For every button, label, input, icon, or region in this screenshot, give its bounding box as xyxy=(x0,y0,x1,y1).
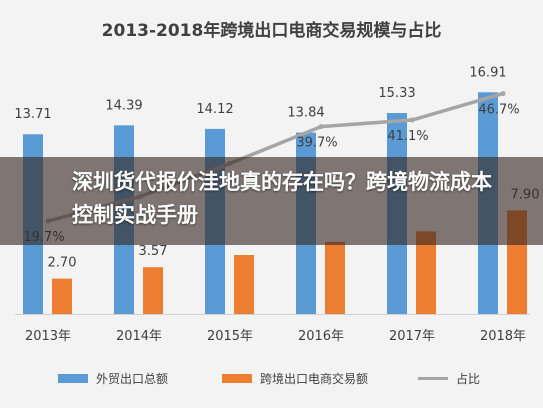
legend-label-export-total: 外贸出口总额 xyxy=(96,371,169,386)
point-share-2018 xyxy=(500,91,506,97)
bar-ecommerce-2014 xyxy=(143,267,163,314)
x-tick-label-2018: 2018年 xyxy=(480,329,526,344)
data-label-export-total-2017: 15.33 xyxy=(378,86,415,101)
legend-line-share xyxy=(418,376,448,380)
data-label-share-2018: 46.7% xyxy=(478,103,519,118)
point-share-2017 xyxy=(409,117,415,123)
legend-swatch-ecommerce xyxy=(222,373,252,383)
x-tick-label-2013: 2013年 xyxy=(25,329,71,344)
legend-item-export-total: 外贸出口总额 xyxy=(58,368,168,388)
data-label-share-2017: 41.1% xyxy=(387,129,428,144)
headline-text: 深圳货代报价洼地真的存在吗？跨境物流成本控制实战手册 xyxy=(72,170,492,227)
data-label-export-total-2015: 14.12 xyxy=(196,102,233,117)
data-label-export-total-2018: 16.91 xyxy=(469,65,506,80)
data-label-ecommerce-2014: 3.57 xyxy=(139,244,168,259)
bar-ecommerce-2017 xyxy=(416,231,436,314)
x-tick-label-2016: 2016年 xyxy=(298,329,344,344)
chart-legend: 外贸出口总额 跨境出口电商交易额 占比 xyxy=(0,368,543,388)
x-tick-label-2014: 2014年 xyxy=(116,329,162,344)
data-label-ecommerce-2013: 2.70 xyxy=(48,256,77,271)
data-label-share-2016: 39.7% xyxy=(296,136,337,151)
legend-swatch-export-total xyxy=(58,373,88,383)
bar-ecommerce-2013 xyxy=(52,278,72,314)
legend-label-share: 占比 xyxy=(456,371,481,386)
x-tick-label-2017: 2017年 xyxy=(389,329,435,344)
data-label-export-total-2016: 13.84 xyxy=(287,106,324,121)
legend-label-ecommerce: 跨境出口电商交易额 xyxy=(260,371,369,386)
data-label-export-total-2014: 14.39 xyxy=(105,98,142,113)
legend-item-share: 占比 xyxy=(418,368,480,388)
point-share-2016 xyxy=(318,124,324,130)
legend-item-ecommerce: 跨境出口电商交易额 xyxy=(222,368,368,388)
bar-ecommerce-2016 xyxy=(325,241,345,314)
chart-title: 2013-2018年跨境出口电商交易规模与占比 xyxy=(101,21,442,41)
headline-banner xyxy=(0,157,543,245)
bar-ecommerce-2015 xyxy=(234,255,254,314)
data-label-export-total-2013: 13.71 xyxy=(14,107,51,122)
x-tick-label-2015: 2015年 xyxy=(207,329,253,344)
